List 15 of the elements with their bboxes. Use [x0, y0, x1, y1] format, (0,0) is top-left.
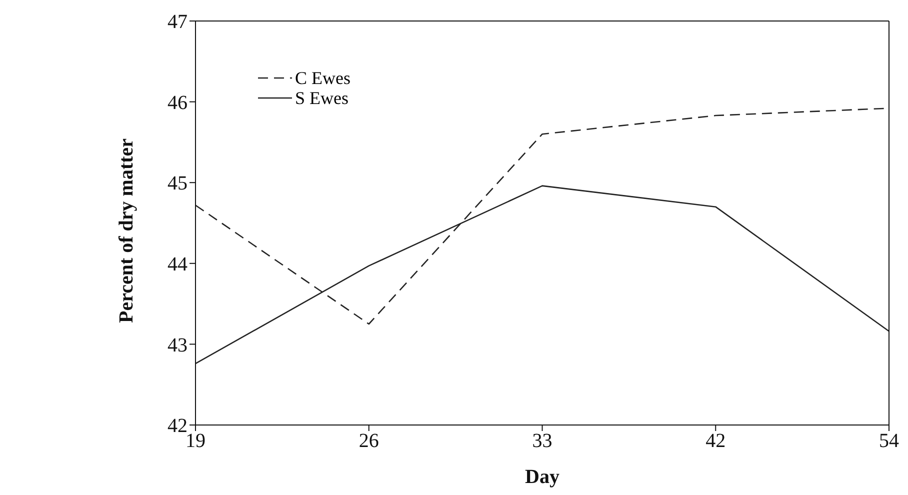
x-tick-label: 19 [186, 430, 206, 452]
y-tick-label: 44 [168, 254, 188, 276]
y-tick-label: 43 [168, 334, 188, 356]
x-axis-title: Day [525, 466, 560, 488]
x-tick-label: 42 [706, 430, 726, 452]
legend-label: S Ewes [295, 88, 348, 108]
x-tick-label: 33 [532, 430, 552, 452]
y-tick-label: 46 [168, 92, 188, 114]
legend-label: C Ewes [295, 68, 350, 88]
y-tick-label: 42 [168, 415, 188, 438]
y-axis-title: Percent of dry matter [116, 138, 138, 323]
x-tick-label: 54 [879, 430, 899, 452]
x-tick-label: 26 [358, 430, 379, 452]
y-tick-label: 45 [168, 172, 188, 195]
y-tick-label: 47 [168, 11, 188, 34]
